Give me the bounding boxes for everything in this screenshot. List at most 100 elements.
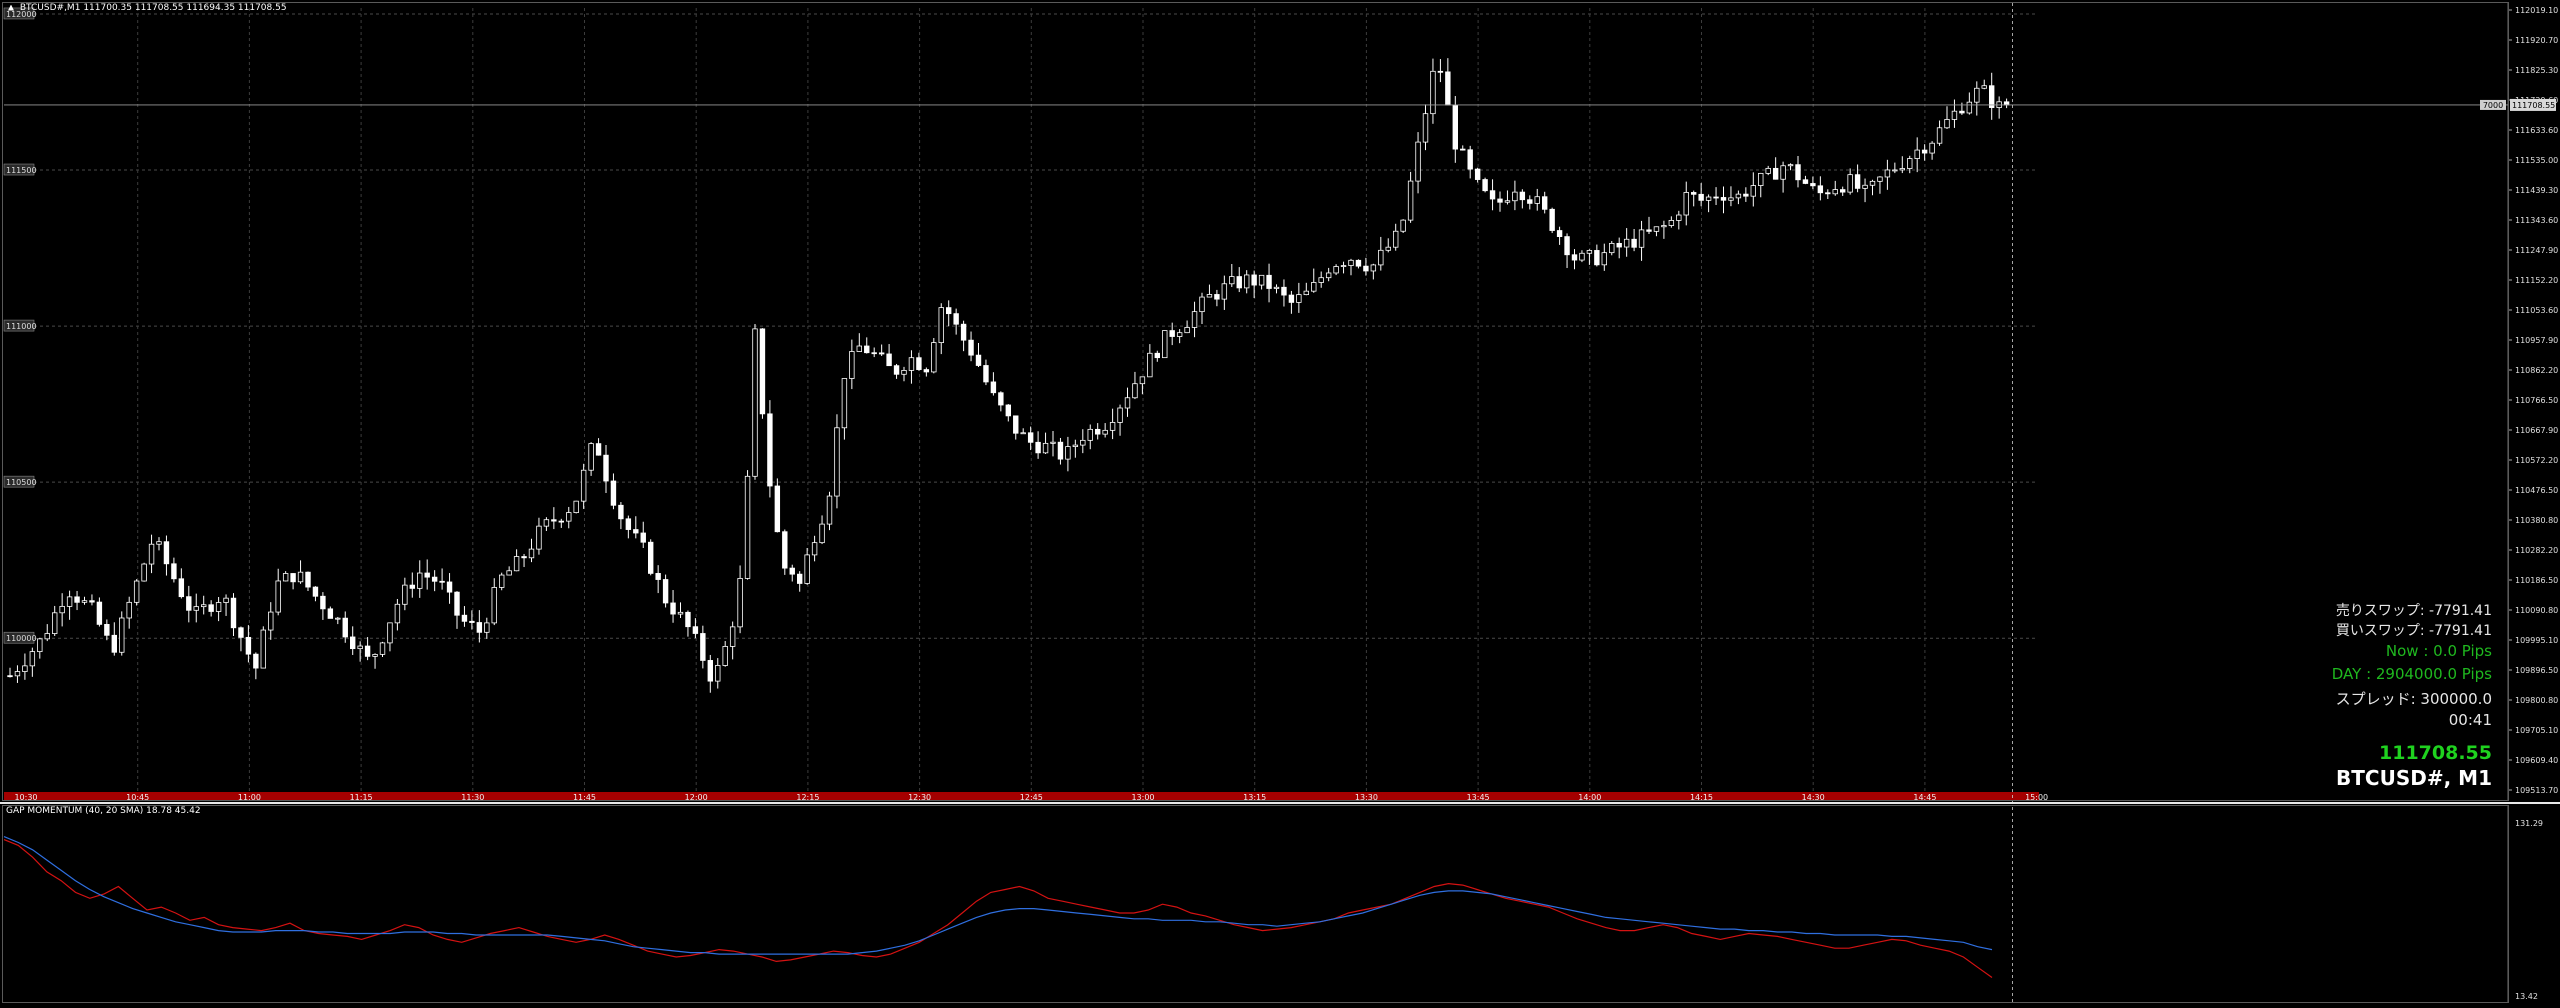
candle-body bbox=[1728, 197, 1734, 201]
candle-body bbox=[253, 653, 259, 669]
candle-body bbox=[729, 626, 736, 647]
candle-body bbox=[849, 351, 855, 379]
candle-body bbox=[342, 617, 348, 638]
candle-body bbox=[148, 543, 155, 565]
candle-body bbox=[1042, 442, 1049, 454]
time-label: 13:45 bbox=[1467, 793, 1490, 802]
price-tick-label: 109705.10 bbox=[2515, 726, 2558, 735]
candle-body bbox=[1318, 277, 1324, 283]
candle-body bbox=[677, 611, 684, 615]
price-axis: 112019.10111920.70111825.30111729.601116… bbox=[2507, 3, 2558, 800]
candle-body bbox=[990, 381, 997, 394]
time-label: 13:30 bbox=[1355, 793, 1378, 802]
candle-body bbox=[290, 573, 296, 583]
candle-body bbox=[1169, 330, 1175, 337]
candle-body bbox=[588, 443, 594, 471]
candle-body bbox=[1124, 397, 1131, 409]
candle-body bbox=[670, 602, 676, 615]
level-label: 110500 bbox=[6, 478, 37, 487]
candle-body bbox=[1087, 428, 1093, 441]
candle-body bbox=[1691, 192, 1697, 195]
time-label: 11:45 bbox=[573, 793, 596, 802]
spread-text: スプレッド: 300000.0 bbox=[2335, 690, 2492, 708]
candle-body bbox=[52, 612, 58, 634]
candle-body bbox=[648, 541, 654, 574]
candle-body bbox=[446, 581, 453, 593]
candle-body bbox=[275, 580, 281, 613]
chart-overlays: 7000 111708.55 bbox=[4, 3, 2556, 1003]
candle-body bbox=[1236, 276, 1242, 289]
candle-body bbox=[1601, 252, 1607, 266]
candle-body bbox=[1370, 264, 1377, 272]
candle-body bbox=[1966, 101, 1973, 114]
candle-body bbox=[1787, 164, 1794, 167]
price-tick-label: 112019.10 bbox=[2515, 6, 2558, 15]
candle-body bbox=[1266, 274, 1272, 289]
candle-body bbox=[1959, 110, 1965, 114]
spread-tag-label: 7000 bbox=[2483, 101, 2503, 110]
candle-body bbox=[1393, 230, 1399, 248]
candle-body bbox=[364, 645, 371, 657]
candle-body bbox=[1899, 168, 1905, 171]
price-tick-label: 109513.70 bbox=[2515, 786, 2558, 795]
candle-body bbox=[960, 323, 967, 341]
candle-body bbox=[1206, 294, 1213, 298]
candle-body bbox=[238, 627, 244, 638]
candle-body bbox=[946, 307, 952, 315]
candle-body bbox=[96, 601, 103, 625]
time-label: 10:30 bbox=[14, 793, 37, 802]
candlestick-series bbox=[7, 58, 2010, 693]
candle-body bbox=[379, 642, 386, 655]
candle-body bbox=[1333, 266, 1339, 274]
indicator-line-sma bbox=[3, 836, 1993, 955]
candle-body bbox=[1258, 274, 1265, 286]
candle-body bbox=[1817, 185, 1824, 194]
candle-body bbox=[215, 602, 222, 612]
candle-body bbox=[1668, 220, 1675, 226]
candle-body bbox=[1929, 142, 1935, 154]
sell-swap-text: 売りスワップ: -7791.41 bbox=[2335, 603, 2492, 619]
candle-body bbox=[923, 369, 930, 373]
candle-body bbox=[737, 578, 743, 628]
level-label: 110000 bbox=[6, 634, 37, 643]
candle-body bbox=[968, 339, 974, 356]
indicator-line-momentum bbox=[3, 839, 1993, 978]
candle-body bbox=[156, 541, 162, 545]
candle-body bbox=[998, 392, 1004, 406]
price-tick-label: 111343.60 bbox=[2515, 216, 2558, 225]
candle-body bbox=[327, 608, 334, 619]
candle-body bbox=[1467, 149, 1473, 170]
candle-body bbox=[1750, 185, 1756, 197]
candle-body bbox=[1542, 196, 1548, 210]
candle-body bbox=[1705, 196, 1712, 201]
time-label: 11:30 bbox=[461, 793, 484, 802]
candle-body bbox=[692, 626, 699, 634]
symbol-text: BTCUSD#, M1 bbox=[2336, 766, 2492, 790]
time-label: 12:30 bbox=[908, 793, 931, 802]
candle-body bbox=[1072, 444, 1079, 447]
candle-body bbox=[305, 571, 311, 588]
candle-body bbox=[1974, 87, 1980, 103]
candle-body bbox=[1422, 113, 1429, 143]
time-label: 11:15 bbox=[350, 793, 373, 802]
indicator-window-border bbox=[2, 805, 2509, 1003]
candle-body bbox=[417, 572, 423, 589]
candle-body bbox=[230, 597, 237, 629]
time-label: 14:45 bbox=[1913, 793, 1936, 802]
indicator-title: GAP MOMENTUM (40, 20 SMA) 18.78 45.42 bbox=[6, 806, 201, 816]
candle-body bbox=[1027, 432, 1034, 443]
candle-body bbox=[1638, 229, 1645, 248]
candle-body bbox=[1489, 190, 1496, 200]
candle-body bbox=[566, 512, 572, 522]
candle-body bbox=[782, 531, 788, 569]
candle-body bbox=[476, 622, 483, 633]
candle-body bbox=[789, 567, 795, 575]
candle-body bbox=[1720, 197, 1727, 201]
candle-body bbox=[1921, 149, 1928, 154]
price-tick-label: 110282.20 bbox=[2515, 546, 2558, 555]
candle-body bbox=[133, 580, 140, 603]
candle-body bbox=[1556, 230, 1563, 238]
time-label: 14:30 bbox=[1802, 793, 1825, 802]
